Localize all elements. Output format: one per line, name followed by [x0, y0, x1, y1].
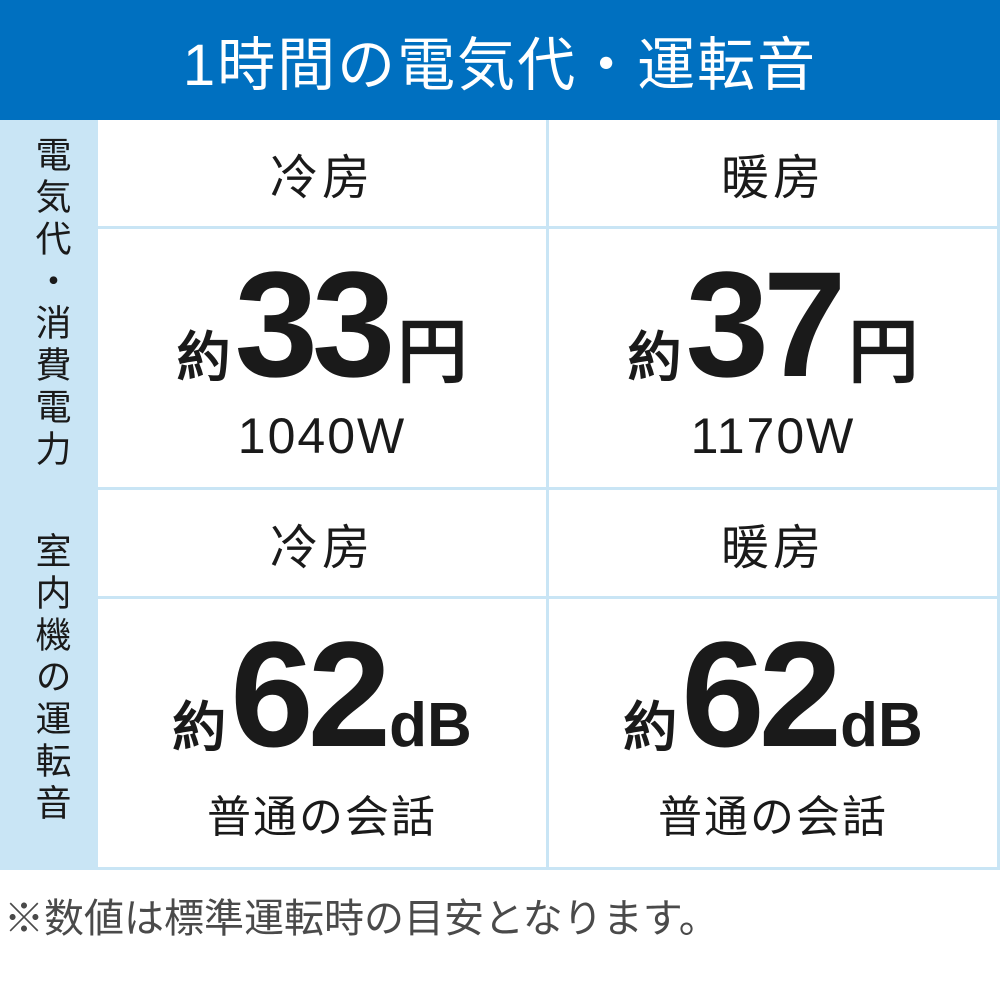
prefix: 約 [623, 701, 677, 755]
row-label-electricity: 電気代・消費電力 [3, 120, 98, 487]
row-label-noise: 室内機の運転音 [3, 490, 98, 867]
heating-noise-area: 約 62 dB 普通の会話 [549, 599, 997, 867]
heating-noise-number: 62 [681, 619, 836, 769]
header-title: 1時間の電気代・運転音 [183, 33, 817, 98]
row-electricity: 電気代・消費電力 冷房 約 33 円 1040W 暖房 約 [3, 120, 997, 490]
heating-wattage: 1170W [691, 407, 856, 465]
mode-cooling-label: 冷房 [98, 490, 546, 599]
cooling-value-area: 約 33 円 1040W [98, 229, 546, 487]
prefix: 約 [172, 701, 226, 755]
heating-noise: 約 62 dB [623, 619, 923, 769]
mode-heating-label: 暖房 [549, 120, 997, 229]
cooling-noise: 約 62 dB [172, 619, 472, 769]
db-suffix: dB [389, 695, 472, 757]
cell-heating-noise: 暖房 約 62 dB 普通の会話 [549, 490, 997, 867]
prefix: 約 [177, 331, 231, 385]
cell-heating-electricity: 暖房 約 37 円 1170W [549, 120, 997, 487]
cooling-cost-number: 33 [235, 249, 390, 399]
cooling-noise-area: 約 62 dB 普通の会話 [98, 599, 546, 867]
table-header: 1時間の電気代・運転音 [0, 0, 1000, 120]
heating-cost: 約 37 円 [628, 249, 919, 399]
cell-cooling-electricity: 冷房 約 33 円 1040W [98, 120, 549, 487]
heating-value-area: 約 37 円 1170W [549, 229, 997, 487]
electricity-cells: 冷房 約 33 円 1040W 暖房 約 37 円 [98, 120, 997, 487]
db-suffix: dB [840, 695, 923, 757]
cooling-noise-number: 62 [230, 619, 385, 769]
cooling-wattage: 1040W [238, 407, 406, 465]
noise-cells: 冷房 約 62 dB 普通の会話 暖房 約 62 dB [98, 490, 997, 867]
cooling-noise-desc: 普通の会話 [207, 781, 437, 845]
cell-cooling-noise: 冷房 約 62 dB 普通の会話 [98, 490, 549, 867]
heating-noise-desc: 普通の会話 [658, 781, 888, 845]
mode-heating-label: 暖房 [549, 490, 997, 599]
spec-table: 電気代・消費電力 冷房 約 33 円 1040W 暖房 約 [0, 120, 1000, 870]
yen-suffix: 円 [397, 317, 467, 387]
prefix: 約 [628, 331, 682, 385]
row-noise: 室内機の運転音 冷房 約 62 dB 普通の会話 暖房 約 [3, 490, 997, 867]
cooling-cost: 約 33 円 [177, 249, 468, 399]
mode-cooling-label: 冷房 [98, 120, 546, 229]
heating-cost-number: 37 [686, 249, 841, 399]
footnote: ※数値は標準運転時の目安となります。 [0, 870, 1000, 944]
yen-suffix: 円 [848, 317, 918, 387]
